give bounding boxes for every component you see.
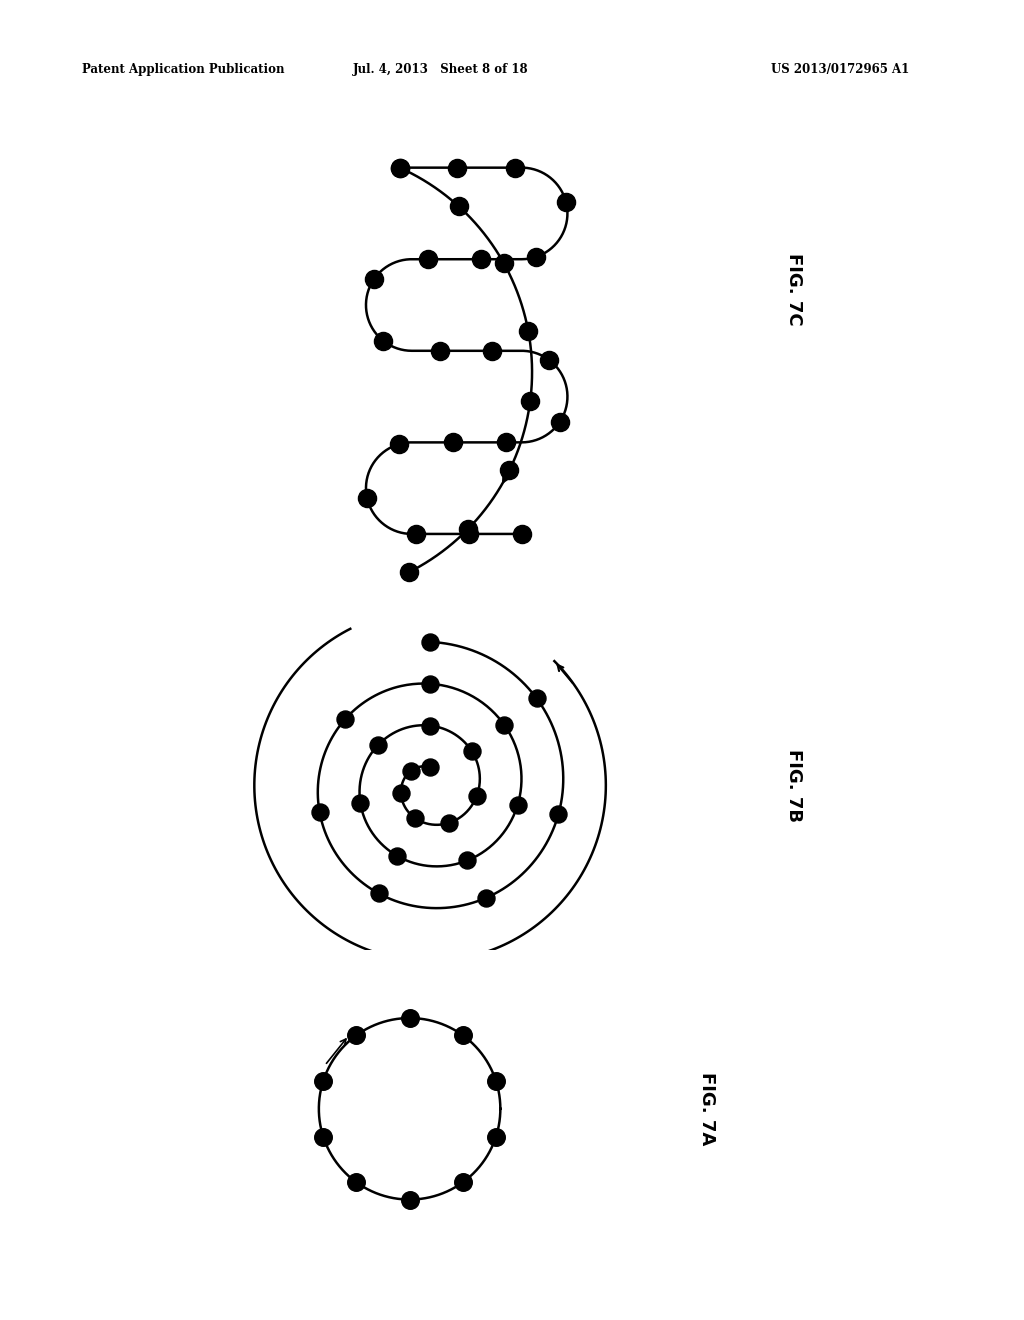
Point	[348, 1172, 365, 1193]
Point	[422, 756, 438, 777]
Point	[337, 709, 353, 730]
Text: Patent Application Publication: Patent Application Publication	[82, 63, 285, 75]
Point	[541, 350, 557, 371]
Point	[501, 459, 517, 480]
Point	[408, 523, 424, 544]
Point	[403, 760, 420, 781]
Point	[522, 391, 539, 412]
Point	[527, 247, 544, 268]
Point	[391, 433, 408, 454]
Point	[558, 191, 574, 213]
Point	[422, 715, 438, 737]
Point	[420, 248, 436, 269]
Text: FIG. 7C: FIG. 7C	[784, 253, 803, 326]
Point	[487, 1071, 504, 1092]
Point	[358, 487, 375, 508]
Text: US 2013/0172965 A1: US 2013/0172965 A1	[770, 63, 909, 75]
Point	[422, 631, 438, 652]
Point	[487, 1126, 504, 1147]
Text: Jul. 4, 2013   Sheet 8 of 18: Jul. 4, 2013 Sheet 8 of 18	[352, 63, 528, 75]
Point	[528, 688, 545, 709]
Point	[520, 321, 537, 342]
Point	[391, 157, 408, 178]
Point	[445, 432, 462, 453]
Point	[422, 673, 438, 694]
Point	[496, 714, 512, 735]
Text: FIG. 7A: FIG. 7A	[697, 1072, 716, 1146]
Point	[496, 252, 512, 273]
Point	[460, 519, 476, 540]
Point	[552, 411, 568, 432]
Point	[375, 330, 391, 351]
Point	[401, 1007, 418, 1028]
Point	[391, 157, 408, 178]
Point	[371, 883, 387, 904]
Point	[473, 248, 489, 269]
Point	[469, 785, 485, 807]
Point	[367, 268, 383, 289]
Point	[464, 741, 480, 762]
Point	[431, 341, 447, 362]
Point	[507, 157, 523, 178]
Point	[459, 850, 475, 871]
Point	[311, 803, 328, 824]
Point	[388, 845, 404, 866]
Point	[513, 523, 529, 544]
Point	[509, 795, 525, 816]
Point	[550, 804, 566, 825]
Point	[449, 157, 465, 178]
Point	[348, 1024, 365, 1045]
Point	[393, 781, 410, 803]
Point	[401, 561, 418, 582]
Point	[401, 1189, 418, 1210]
Point	[315, 1126, 332, 1147]
Point	[498, 432, 514, 453]
Point	[315, 1071, 332, 1092]
Point	[451, 195, 467, 216]
Point	[455, 1172, 471, 1193]
Point	[484, 341, 501, 362]
Point	[461, 523, 477, 544]
Point	[407, 808, 423, 829]
Point	[352, 792, 369, 813]
Point	[440, 812, 457, 833]
Point	[455, 1024, 471, 1045]
Point	[370, 734, 386, 755]
Text: FIG. 7B: FIG. 7B	[784, 748, 803, 822]
Point	[478, 887, 495, 908]
